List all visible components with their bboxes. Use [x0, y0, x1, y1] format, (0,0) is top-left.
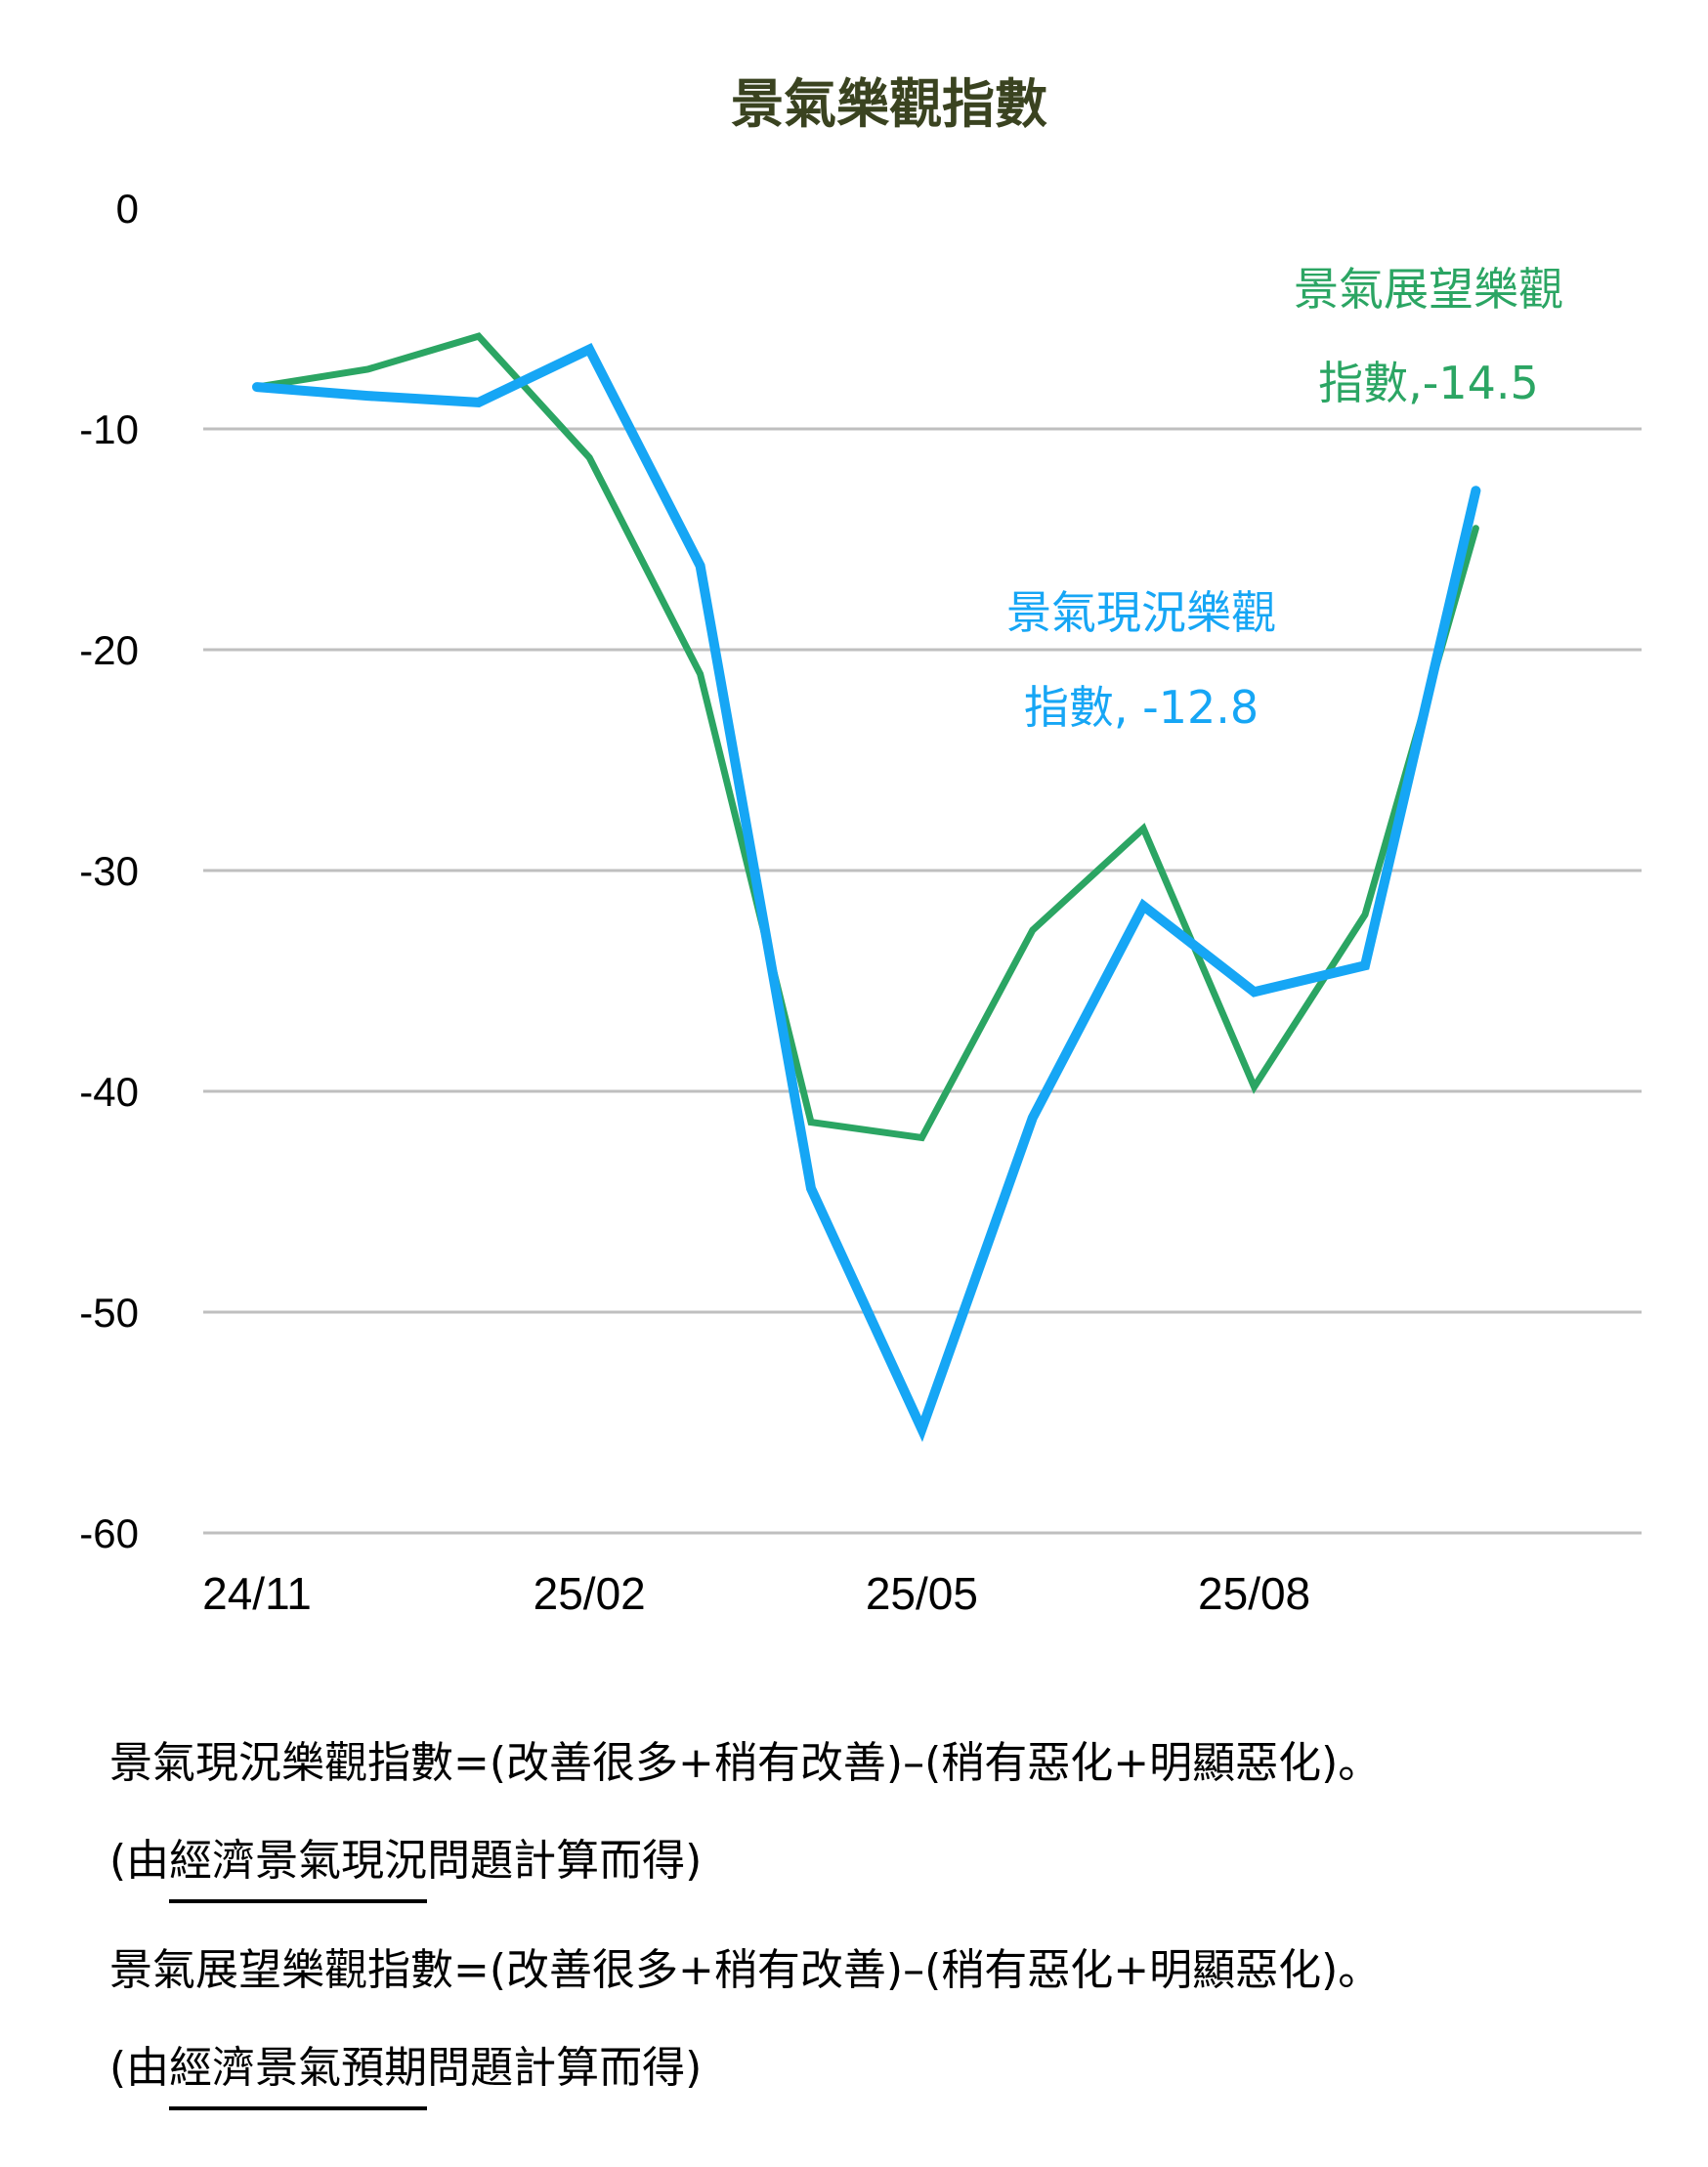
y-tick-label: -60 [79, 1510, 139, 1556]
x-tick-label: 25/02 [534, 1568, 646, 1619]
x-tick-label: 25/05 [866, 1568, 978, 1619]
annotation-outlook-line2: 指數,-14.5 [1318, 357, 1539, 409]
note-outlook-source-suffix: 問題計算而得) [427, 2043, 703, 2093]
note-current-formula: 景氣現況樂觀指數=(改善很多+稍有改善)–(稍有惡化+明顯惡化)。 [109, 1738, 1382, 1788]
annotation-outlook: 景氣展望樂觀 指數,-14.5 [1294, 263, 1563, 409]
note-current-source-suffix: 問題計算而得) [427, 1836, 703, 1886]
y-tick-label: -20 [79, 627, 139, 673]
annotation-outlook-line1: 景氣展望樂觀 [1294, 263, 1563, 316]
annotation-current-line1: 景氣現況樂觀 [1006, 586, 1276, 639]
x-axis-ticks: 24/11 25/02 25/05 25/08 [202, 1568, 1310, 1619]
series-line-outlook [253, 332, 1479, 1142]
x-tick-label: 25/08 [1198, 1568, 1310, 1619]
series-lines [252, 332, 1481, 1443]
y-tick-label: -40 [79, 1069, 139, 1115]
annotation-current-line2: 指數, -12.8 [1024, 681, 1259, 734]
gridlines [203, 427, 1642, 1535]
y-tick-label: -10 [79, 406, 139, 452]
x-tick-label: 24/11 [202, 1568, 312, 1619]
chart-title: 景氣樂觀指數 [731, 73, 1047, 135]
note-current-source-prefix: (由 [109, 1836, 170, 1886]
y-tick-label: -30 [79, 848, 139, 894]
note-outlook-source-underlined: 經濟景氣預期 [169, 2043, 428, 2110]
note-current-source: (由經濟景氣現況問題計算而得) [109, 1812, 1692, 1922]
line-chart: 景氣樂觀指數 0 -10 -20 -30 -40 -50 -60 24/11 25/02 25/… [79, 73, 1642, 1619]
annotation-current: 景氣現況樂觀 指數, -12.8 [1006, 586, 1276, 734]
y-tick-label: -50 [79, 1290, 139, 1336]
y-axis-ticks: 0 -10 -20 -30 -40 -50 -60 [79, 186, 139, 1556]
note-outlook-formula: 景氣展望樂觀指數=(改善很多+稍有改善)–(稍有惡化+明顯惡化)。 [109, 1945, 1382, 1995]
footnotes: 景氣現況樂觀指數=(改善很多+稍有改善)–(稍有惡化+明顯惡化)。 (由經濟景氣… [109, 1715, 1692, 2129]
note-outlook-source: (由經濟景氣預期問題計算而得) [109, 2019, 1692, 2129]
note-current-source-underlined: 經濟景氣現況 [169, 1836, 428, 1903]
note-outlook-source-prefix: (由 [109, 2043, 170, 2093]
y-tick-label: 0 [116, 186, 139, 232]
series-line-current [252, 342, 1481, 1443]
